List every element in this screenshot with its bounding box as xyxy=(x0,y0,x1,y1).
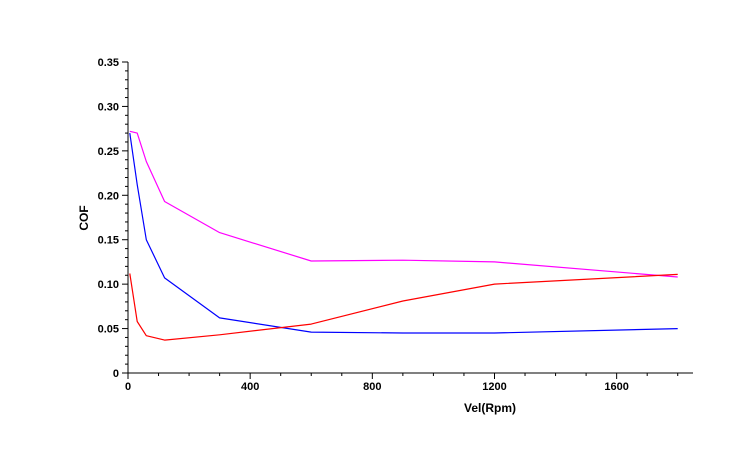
y-tick-label: 0 xyxy=(113,368,119,380)
series-line-2 xyxy=(129,133,678,334)
y-tick-label: 0.25 xyxy=(98,146,119,158)
x-tick-label: 800 xyxy=(363,381,381,393)
y-axis-label: COF xyxy=(77,205,91,230)
x-tick-label: 1600 xyxy=(604,381,628,393)
y-tick-label: 0.15 xyxy=(98,235,119,247)
y-tick-label: 0.30 xyxy=(98,101,119,113)
series-line-3 xyxy=(129,273,678,341)
chart-axes: 0 0.05 0.10 0.15 0.20 0.25 0.30 0.35 0 400 800 1200… xyxy=(98,57,693,393)
x-axis-label: Vel(Rpm) xyxy=(464,401,516,415)
x-tick-label: 400 xyxy=(241,381,259,393)
x-tick-label: 1200 xyxy=(482,381,506,393)
series-line-1 xyxy=(129,130,678,278)
y-tick-label: 0.35 xyxy=(98,57,119,69)
y-tick-label: 0.10 xyxy=(98,279,119,291)
chart-series-layer xyxy=(129,130,678,341)
y-tick-label: 0.05 xyxy=(98,324,119,336)
x-tick-label: 0 xyxy=(125,381,131,393)
y-tick-label: 0.20 xyxy=(98,190,119,202)
